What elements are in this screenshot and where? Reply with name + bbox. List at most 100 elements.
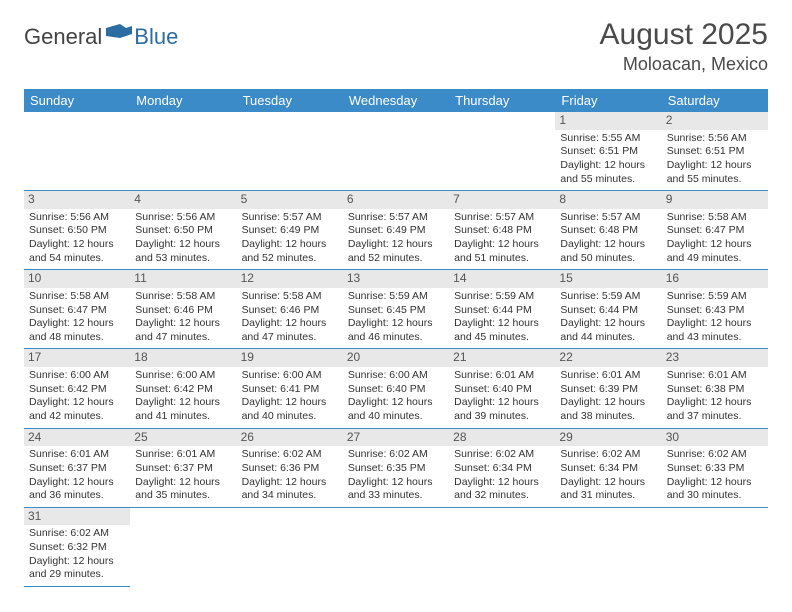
sunrise-line: Sunrise: 5:59 AM bbox=[667, 290, 763, 304]
sunset-line: Sunset: 6:46 PM bbox=[242, 304, 338, 318]
daylight-line: Daylight: 12 hours and 55 minutes. bbox=[667, 159, 763, 186]
day-cell: 10Sunrise: 5:58 AMSunset: 6:47 PMDayligh… bbox=[24, 270, 130, 349]
sunset-line: Sunset: 6:43 PM bbox=[667, 304, 763, 318]
sunset-line: Sunset: 6:45 PM bbox=[348, 304, 444, 318]
header: General Blue August 2025 Moloacan, Mexic… bbox=[24, 18, 768, 75]
sunset-line: Sunset: 6:49 PM bbox=[242, 224, 338, 238]
daylight-line: Daylight: 12 hours and 55 minutes. bbox=[560, 159, 656, 186]
day-cell: 9Sunrise: 5:58 AMSunset: 6:47 PMDaylight… bbox=[662, 191, 768, 270]
day-number: 21 bbox=[449, 349, 555, 367]
sunrise-line: Sunrise: 5:58 AM bbox=[29, 290, 125, 304]
daylight-line: Daylight: 12 hours and 43 minutes. bbox=[667, 317, 763, 344]
calendar-grid: 1Sunrise: 5:55 AMSunset: 6:51 PMDaylight… bbox=[24, 112, 768, 587]
day-number: 3 bbox=[24, 191, 130, 209]
day-number: 25 bbox=[130, 429, 236, 447]
daylight-line: Daylight: 12 hours and 30 minutes. bbox=[667, 476, 763, 503]
daylight-line: Daylight: 12 hours and 33 minutes. bbox=[348, 476, 444, 503]
sunrise-line: Sunrise: 5:57 AM bbox=[560, 211, 656, 225]
weekday-header: SundayMondayTuesdayWednesdayThursdayFrid… bbox=[24, 89, 768, 112]
day-cell: 25Sunrise: 6:01 AMSunset: 6:37 PMDayligh… bbox=[130, 429, 236, 508]
day-number: 29 bbox=[555, 429, 661, 447]
weekday-label: Wednesday bbox=[343, 89, 449, 112]
sunrise-line: Sunrise: 6:02 AM bbox=[454, 448, 550, 462]
sunset-line: Sunset: 6:42 PM bbox=[135, 383, 231, 397]
daylight-line: Daylight: 12 hours and 34 minutes. bbox=[242, 476, 338, 503]
sunset-line: Sunset: 6:37 PM bbox=[29, 462, 125, 476]
sunrise-line: Sunrise: 6:02 AM bbox=[348, 448, 444, 462]
sunrise-line: Sunrise: 6:02 AM bbox=[29, 527, 125, 541]
calendar: SundayMondayTuesdayWednesdayThursdayFrid… bbox=[24, 89, 768, 587]
daylight-line: Daylight: 12 hours and 49 minutes. bbox=[667, 238, 763, 265]
day-cell: 16 Sunrise: 5:59 AMSunset: 6:43 PMDayligh… bbox=[662, 270, 768, 349]
sunset-line: Sunset: 6:42 PM bbox=[29, 383, 125, 397]
sunrise-line: Sunrise: 5:56 AM bbox=[135, 211, 231, 225]
sunset-line: Sunset: 6:34 PM bbox=[560, 462, 656, 476]
sunrise-line: Sunrise: 6:02 AM bbox=[667, 448, 763, 462]
sunrise-line: Sunrise: 6:00 AM bbox=[348, 369, 444, 383]
daylight-line: Daylight: 12 hours and 35 minutes. bbox=[135, 476, 231, 503]
day-cell: 3Sunrise: 5:56 AMSunset: 6:50 PMDaylight… bbox=[24, 191, 130, 270]
sunrise-line: Sunrise: 5:57 AM bbox=[348, 211, 444, 225]
day-cell: 23Sunrise: 6:01 AMSunset: 6:38 PMDayligh… bbox=[662, 349, 768, 428]
day-cell: 4Sunrise: 5:56 AMSunset: 6:50 PMDaylight… bbox=[130, 191, 236, 270]
sunset-line: Sunset: 6:41 PM bbox=[242, 383, 338, 397]
sunset-line: Sunset: 6:38 PM bbox=[667, 383, 763, 397]
daylight-line: Daylight: 12 hours and 40 minutes. bbox=[242, 396, 338, 423]
daylight-line: Daylight: 12 hours and 44 minutes. bbox=[560, 317, 656, 344]
sunrise-line: Sunrise: 5:57 AM bbox=[242, 211, 338, 225]
daylight-line: Daylight: 12 hours and 52 minutes. bbox=[348, 238, 444, 265]
sunrise-line: Sunrise: 5:59 AM bbox=[348, 290, 444, 304]
sunset-line: Sunset: 6:49 PM bbox=[348, 224, 444, 238]
sunset-line: Sunset: 6:47 PM bbox=[29, 304, 125, 318]
location: Moloacan, Mexico bbox=[600, 54, 768, 75]
day-cell: 8Sunrise: 5:57 AMSunset: 6:48 PMDaylight… bbox=[555, 191, 661, 270]
daylight-line: Daylight: 12 hours and 46 minutes. bbox=[348, 317, 444, 344]
daylight-line: Daylight: 12 hours and 29 minutes. bbox=[29, 555, 125, 582]
sunrise-line: Sunrise: 6:00 AM bbox=[29, 369, 125, 383]
day-cell: 2Sunrise: 5:56 AMSunset: 6:51 PMDaylight… bbox=[662, 112, 768, 191]
day-cell: 30Sunrise: 6:02 AMSunset: 6:33 PMDayligh… bbox=[662, 429, 768, 508]
sunset-line: Sunset: 6:37 PM bbox=[135, 462, 231, 476]
weekday-label: Monday bbox=[130, 89, 236, 112]
sunrise-line: Sunrise: 5:56 AM bbox=[667, 132, 763, 146]
sunrise-line: Sunrise: 6:01 AM bbox=[135, 448, 231, 462]
day-cell: 22Sunrise: 6:01 AMSunset: 6:39 PMDayligh… bbox=[555, 349, 661, 428]
daylight-line: Daylight: 12 hours and 53 minutes. bbox=[135, 238, 231, 265]
day-cell: 31Sunrise: 6:02 AMSunset: 6:32 PMDayligh… bbox=[24, 508, 130, 587]
daylight-line: Daylight: 12 hours and 40 minutes. bbox=[348, 396, 444, 423]
day-number: 28 bbox=[449, 429, 555, 447]
day-number: 17 bbox=[24, 349, 130, 367]
day-number: 20 bbox=[343, 349, 449, 367]
empty-cell bbox=[449, 112, 555, 191]
day-cell: 5Sunrise: 5:57 AMSunset: 6:49 PMDaylight… bbox=[237, 191, 343, 270]
day-number: 15 bbox=[555, 270, 661, 288]
sunrise-line: Sunrise: 6:00 AM bbox=[242, 369, 338, 383]
day-number: 26 bbox=[237, 429, 343, 447]
day-number: 14 bbox=[449, 270, 555, 288]
daylight-line: Daylight: 12 hours and 45 minutes. bbox=[454, 317, 550, 344]
day-number: 13 bbox=[343, 270, 449, 288]
daylight-line: Daylight: 12 hours and 41 minutes. bbox=[135, 396, 231, 423]
daylight-line: Daylight: 12 hours and 36 minutes. bbox=[29, 476, 125, 503]
day-cell: 29Sunrise: 6:02 AMSunset: 6:34 PMDayligh… bbox=[555, 429, 661, 508]
sunrise-line: Sunrise: 6:01 AM bbox=[454, 369, 550, 383]
daylight-line: Daylight: 12 hours and 32 minutes. bbox=[454, 476, 550, 503]
day-cell: 19Sunrise: 6:00 AMSunset: 6:41 PMDayligh… bbox=[237, 349, 343, 428]
day-cell: 11Sunrise: 5:58 AMSunset: 6:46 PMDayligh… bbox=[130, 270, 236, 349]
day-cell: 21Sunrise: 6:01 AMSunset: 6:40 PMDayligh… bbox=[449, 349, 555, 428]
sunset-line: Sunset: 6:44 PM bbox=[454, 304, 550, 318]
daylight-line: Daylight: 12 hours and 38 minutes. bbox=[560, 396, 656, 423]
weekday-label: Sunday bbox=[24, 89, 130, 112]
day-cell: 1Sunrise: 5:55 AMSunset: 6:51 PMDaylight… bbox=[555, 112, 661, 191]
day-cell: 12Sunrise: 5:58 AMSunset: 6:46 PMDayligh… bbox=[237, 270, 343, 349]
empty-cell bbox=[24, 112, 130, 191]
sunrise-line: Sunrise: 6:02 AM bbox=[242, 448, 338, 462]
sunrise-line: Sunrise: 5:58 AM bbox=[135, 290, 231, 304]
logo-text-general: General bbox=[24, 24, 102, 50]
day-number: 11 bbox=[130, 270, 236, 288]
day-number: 12 bbox=[237, 270, 343, 288]
sunset-line: Sunset: 6:50 PM bbox=[135, 224, 231, 238]
sunrise-line: Sunrise: 6:01 AM bbox=[667, 369, 763, 383]
sunrise-line: Sunrise: 5:58 AM bbox=[667, 211, 763, 225]
day-number: 16 bbox=[662, 270, 768, 288]
